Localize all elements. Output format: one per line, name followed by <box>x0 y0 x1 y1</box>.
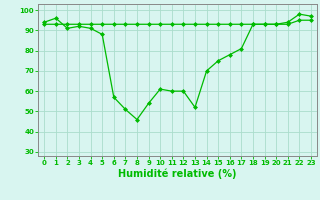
X-axis label: Humidité relative (%): Humidité relative (%) <box>118 169 237 179</box>
